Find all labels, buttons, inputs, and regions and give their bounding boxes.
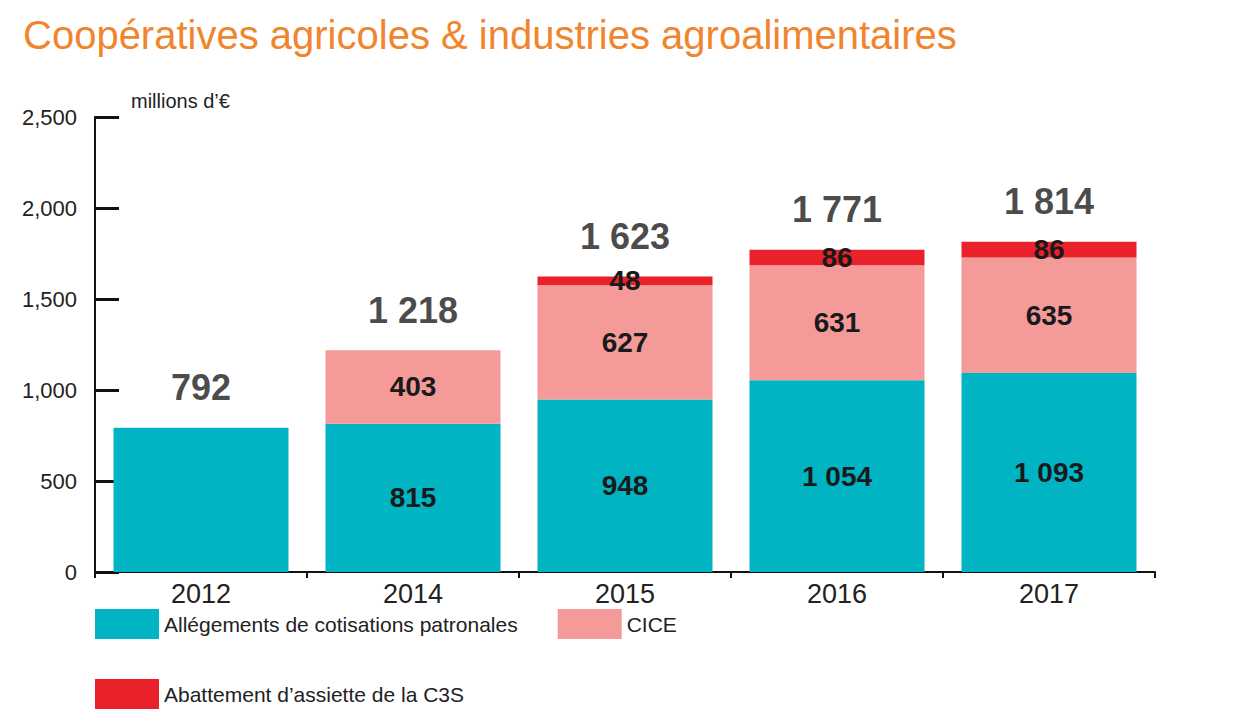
svg-text:2012: 2012: [171, 579, 231, 609]
svg-text:2015: 2015: [595, 579, 655, 609]
svg-text:Coopératives agricoles & indus: Coopératives agricoles & industries agro…: [23, 13, 957, 57]
svg-text:1 623: 1 623: [580, 216, 670, 257]
svg-text:2,000: 2,000: [22, 196, 77, 221]
svg-text:1 054: 1 054: [802, 461, 872, 492]
svg-text:2014: 2014: [383, 579, 443, 609]
svg-text:48: 48: [609, 265, 640, 296]
svg-text:Abattement d’assiette de la C3: Abattement d’assiette de la C3S: [164, 683, 464, 706]
svg-text:0: 0: [65, 560, 77, 585]
svg-text:2,500: 2,500: [22, 105, 77, 130]
svg-text:1,000: 1,000: [22, 378, 77, 403]
svg-text:627: 627: [602, 327, 649, 358]
svg-text:2017: 2017: [1019, 579, 1079, 609]
svg-text:millions d’€: millions d’€: [131, 90, 230, 112]
svg-text:792: 792: [171, 367, 231, 408]
svg-text:1 093: 1 093: [1014, 457, 1084, 488]
svg-text:1 771: 1 771: [792, 189, 882, 230]
svg-text:815: 815: [390, 482, 437, 513]
svg-text:635: 635: [1026, 300, 1073, 331]
svg-text:403: 403: [390, 371, 437, 402]
svg-text:Allégements de cotisations pat: Allégements de cotisations patronales: [164, 613, 518, 636]
svg-text:86: 86: [821, 242, 852, 273]
svg-text:86: 86: [1033, 234, 1064, 265]
svg-text:2016: 2016: [807, 579, 867, 609]
svg-text:1 218: 1 218: [368, 290, 458, 331]
svg-text:631: 631: [814, 307, 861, 338]
svg-text:1 814: 1 814: [1004, 181, 1094, 222]
svg-text:1,500: 1,500: [22, 287, 77, 312]
svg-text:500: 500: [40, 469, 77, 494]
svg-text:CICE: CICE: [627, 613, 677, 636]
svg-text:948: 948: [602, 470, 649, 501]
